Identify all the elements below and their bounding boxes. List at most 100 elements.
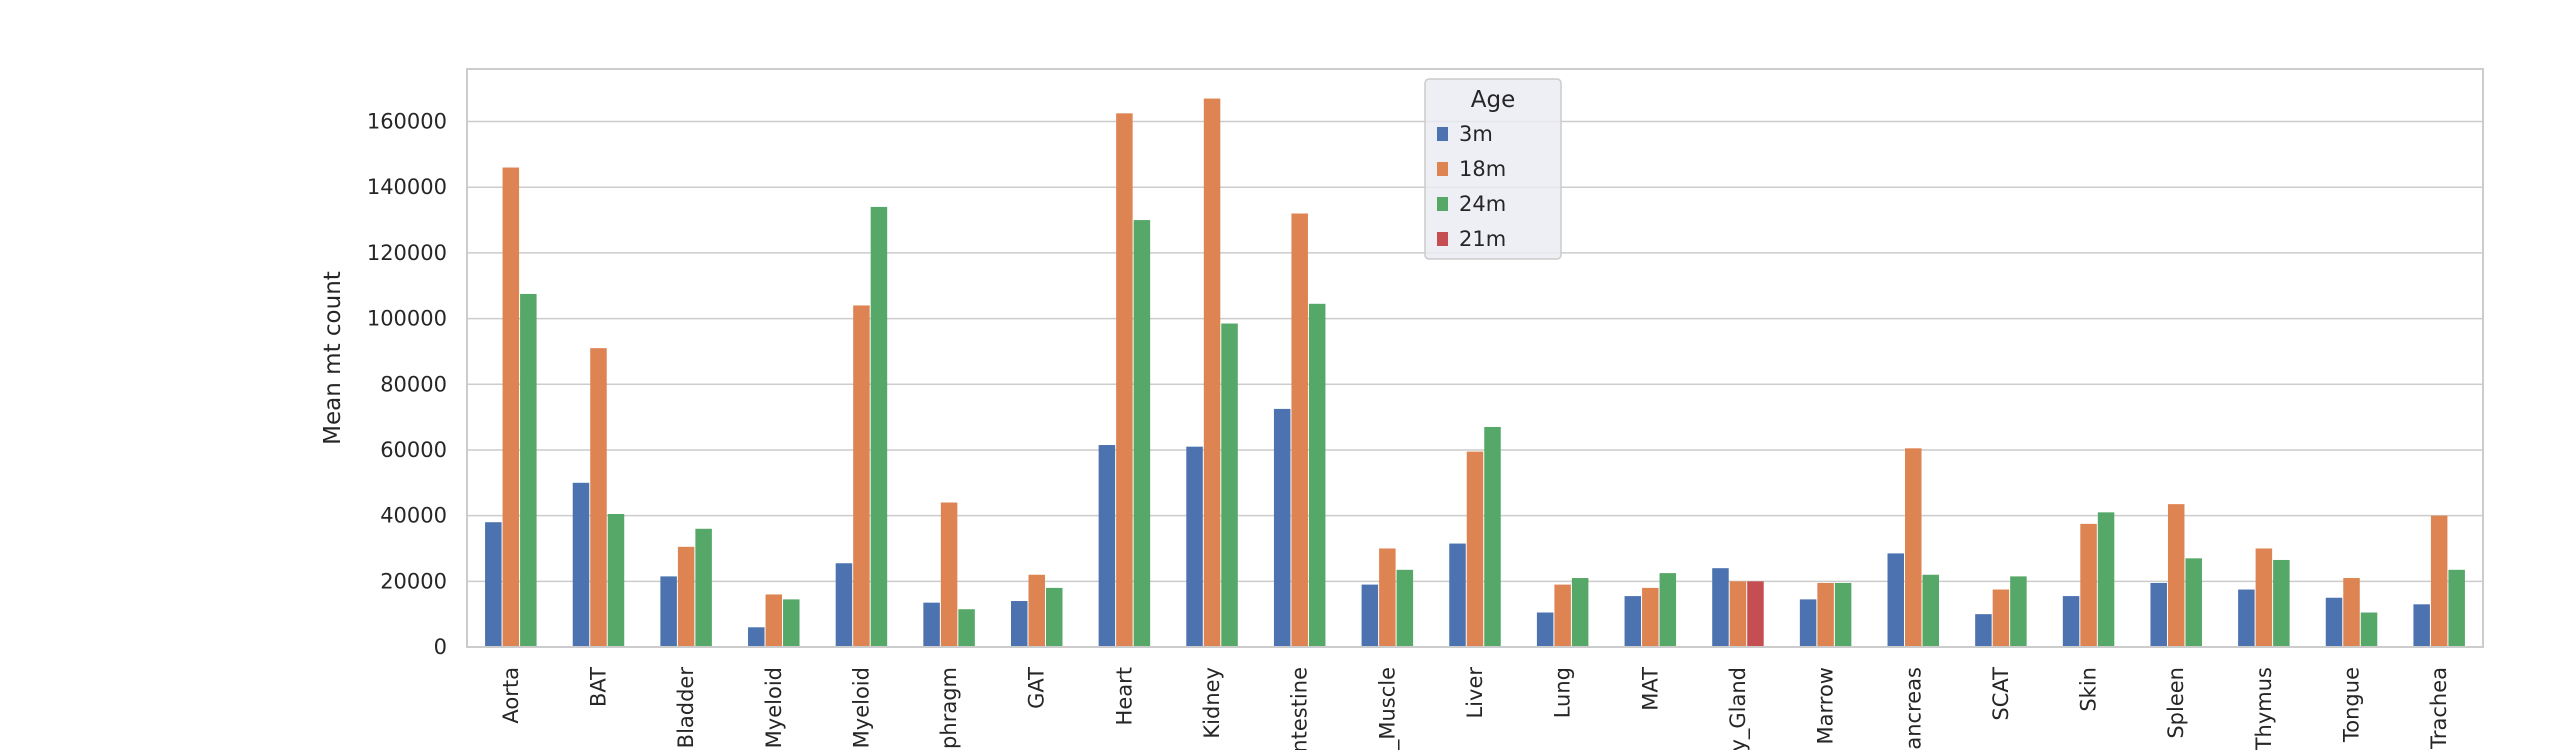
- y-tick-label: 140000: [367, 175, 447, 199]
- y-tick-labels: 0 20000 40000 60000 80000 100000 120000 140000 1…: [367, 110, 447, 659]
- bar-24m-18: [2097, 512, 2115, 647]
- bar-24m-22: [2448, 569, 2465, 647]
- legend: Age 3m 18m 24m 21m: [1424, 78, 1562, 260]
- bar-3m-18: [2062, 596, 2080, 647]
- bar-18m-22: [2430, 515, 2448, 647]
- y-tick-label: 60000: [380, 438, 447, 462]
- bar-24m-12: [1571, 578, 1589, 647]
- legend-title: Age: [1471, 87, 1515, 113]
- bar-18m-19: [2167, 504, 2185, 647]
- bar-18m-15: [1817, 582, 1834, 647]
- bar-24m-2: [695, 528, 712, 647]
- bar-24m-6: [1045, 587, 1063, 647]
- legend-swatch-18m: [1437, 162, 1448, 176]
- x-tick-label: SCAT: [1989, 667, 2013, 721]
- bar-18m-17: [1992, 589, 2010, 647]
- bar-3m-21: [2325, 597, 2343, 647]
- bar-24m-16: [1922, 574, 1940, 647]
- x-tick-label: Skin: [2077, 667, 2101, 712]
- bar-18m-11: [1466, 451, 1484, 647]
- bar-18m-16: [1905, 448, 1922, 647]
- bar-3m-20: [2238, 589, 2255, 647]
- bar-3m-7: [1098, 445, 1116, 647]
- x-tick-label: Heart: [1112, 667, 1136, 725]
- bar-24m-7: [1133, 220, 1151, 647]
- y-tick-label: 160000: [367, 110, 447, 134]
- bar-18m-2: [677, 546, 695, 647]
- bar-3m-19: [2150, 582, 2167, 647]
- x-tick-label: Myeloid: [849, 667, 873, 748]
- x-tick-label: Myeloid: [762, 667, 786, 748]
- bar-3m-17: [1975, 614, 1992, 647]
- legend-entry-24m: 24m: [1459, 192, 1506, 216]
- x-tick-label: phragm: [937, 667, 961, 749]
- bar-18m-1: [590, 348, 607, 647]
- x-tick-label: GAT: [1025, 667, 1049, 709]
- legend-entry-18m: 18m: [1459, 157, 1506, 181]
- bar-18m-7: [1116, 113, 1133, 648]
- bar-3m-15: [1799, 599, 1817, 647]
- bar-24m-15: [1834, 582, 1852, 647]
- legend-swatch-3m: [1437, 127, 1448, 141]
- y-tick-label: 100000: [367, 307, 447, 331]
- x-tick-label: Spleen: [2164, 667, 2188, 739]
- bar-18m-12: [1554, 584, 1571, 647]
- bar-3m-0: [485, 522, 502, 647]
- bar-3m-10: [1361, 584, 1379, 647]
- legend-swatch-24m: [1437, 197, 1448, 211]
- bar-3m-6: [1010, 601, 1028, 647]
- y-tick-label: 80000: [380, 372, 447, 396]
- bar-3m-22: [2413, 604, 2430, 647]
- bar-3m-11: [1449, 543, 1466, 647]
- legend-entry-21m: 21m: [1459, 227, 1506, 251]
- y-tick-label: 0: [434, 635, 447, 659]
- bar-21m-14: [1747, 581, 1764, 647]
- bar-24m-1: [607, 513, 625, 647]
- bar-3m-9: [1273, 408, 1291, 647]
- bar-18m-21: [2343, 578, 2360, 647]
- bar-24m-20: [2273, 559, 2290, 647]
- x-tick-label: Lung: [1551, 667, 1575, 718]
- bar-24m-3: [783, 599, 800, 647]
- bar-3m-2: [660, 576, 677, 647]
- x-tick-label: Thymus: [2252, 667, 2276, 750]
- bar-18m-8: [1203, 98, 1221, 647]
- y-tick-label: 20000: [380, 569, 447, 593]
- x-tick-labels: Aorta BAT Bladder Myeloid Myeloid phragm GAT He…: [499, 667, 2451, 750]
- bar-24m-0: [520, 293, 537, 647]
- x-tick-label: ancreas: [1901, 667, 1925, 750]
- bar-18m-18: [2080, 523, 2097, 647]
- bar-3m-3: [748, 627, 765, 647]
- x-tick-label: Tongue: [2340, 667, 2364, 743]
- x-tick-label: Trachea: [2427, 667, 2451, 750]
- x-tick-label: BAT: [586, 667, 610, 707]
- y-tick-label: 120000: [367, 241, 447, 265]
- x-tick-label: Aorta: [499, 667, 523, 724]
- bar-3m-1: [572, 482, 590, 647]
- bar-24m-10: [1396, 569, 1414, 647]
- plot-frame: [466, 68, 2484, 648]
- bar-3m-14: [1712, 568, 1729, 647]
- x-tick-label: Kidney: [1200, 667, 1224, 739]
- bar-3m-12: [1536, 612, 1554, 647]
- bar-18m-4: [853, 305, 870, 647]
- legend-swatch-21m: [1437, 232, 1448, 246]
- x-tick-label: y_Gland: [1726, 667, 1751, 750]
- bar-3m-16: [1887, 553, 1905, 647]
- bar-24m-8: [1221, 323, 1238, 647]
- x-tick-label: Marrow: [1814, 667, 1838, 744]
- bar-18m-6: [1028, 574, 1045, 647]
- bar-18m-5: [940, 502, 958, 647]
- bar-18m-9: [1291, 213, 1308, 647]
- bar-24m-5: [958, 609, 975, 647]
- bar-3m-13: [1624, 596, 1642, 647]
- x-tick-label: MAT: [1638, 667, 1662, 711]
- bar-24m-13: [1659, 573, 1677, 647]
- y-axis-label: Mean mt count: [320, 271, 346, 445]
- bar-18m-10: [1379, 548, 1396, 647]
- bar-24m-17: [2010, 576, 2027, 647]
- x-tick-label: _Muscle: [1375, 667, 1400, 750]
- x-tick-label: Bladder: [674, 667, 698, 749]
- x-tick-label: Liver: [1463, 667, 1487, 719]
